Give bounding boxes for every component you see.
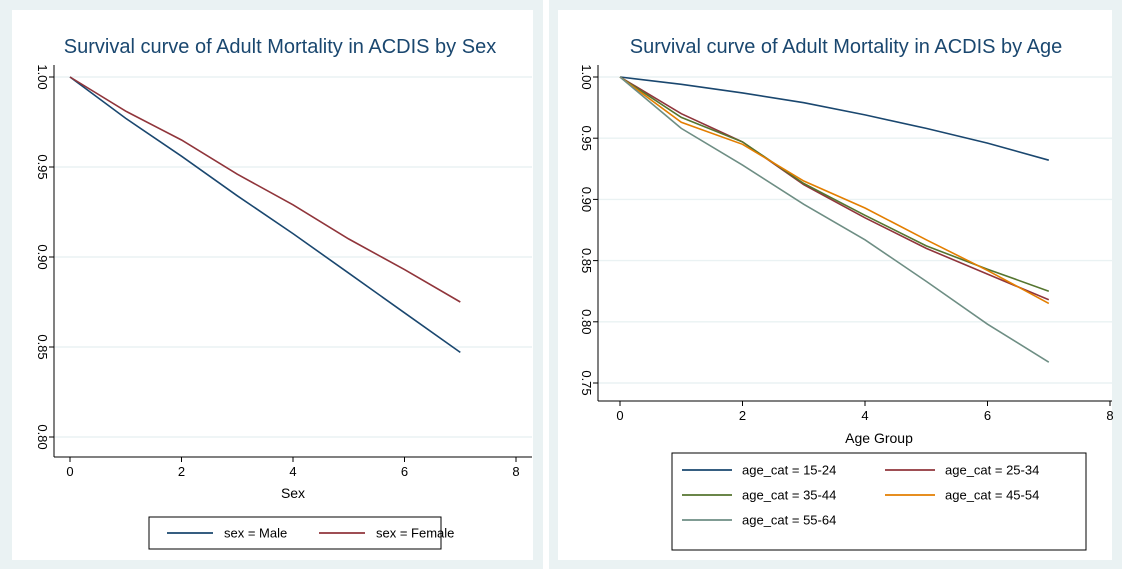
legend-box: [671, 452, 1087, 551]
series-line: [69, 76, 461, 354]
chart-title: Survival curve of Adult Mortality in ACD…: [630, 36, 1062, 58]
y-tick-label: 0.90: [35, 244, 50, 269]
legend-label: sex = Male: [224, 526, 287, 541]
y-tick-label: 0.85: [579, 248, 594, 273]
x-tick-label: 2: [739, 408, 746, 423]
x-tick-label: 8: [1106, 408, 1113, 423]
x-tick-label: 4: [289, 464, 296, 479]
x-axis-label: Sex: [281, 485, 305, 501]
chart-panel-sex: Survival curve of Adult Mortality in ACD…: [0, 0, 548, 569]
x-tick-label: 6: [984, 408, 991, 423]
series-line: [619, 76, 1050, 161]
legend-label: age_cat = 35-44: [742, 488, 836, 503]
series-line: [619, 76, 1050, 363]
x-tick-label: 4: [861, 408, 868, 423]
y-tick-label: 1.00: [35, 64, 50, 89]
y-tick-label: 0.80: [579, 309, 594, 334]
legend-label: sex = Female: [376, 526, 454, 541]
legend-label: age_cat = 25-34: [945, 463, 1039, 478]
panel-divider: [543, 0, 549, 569]
legend-label: age_cat = 45-54: [945, 488, 1039, 503]
legend-label: age_cat = 55-64: [742, 513, 836, 528]
x-tick-label: 6: [401, 464, 408, 479]
age-survival-chart: Survival curve of Adult Mortality in ACD…: [558, 10, 1114, 560]
x-tick-label: 0: [616, 408, 623, 423]
legend-label: age_cat = 15-24: [742, 463, 836, 478]
plot-background: [12, 10, 533, 560]
sex-survival-chart: Survival curve of Adult Mortality in ACD…: [12, 10, 533, 560]
x-axis-label: Age Group: [845, 430, 913, 446]
y-tick-label: 0.75: [579, 370, 594, 395]
series-line: [619, 76, 1050, 301]
y-tick-label: 0.80: [35, 424, 50, 449]
chart-panel-age: Survival curve of Adult Mortality in ACD…: [548, 0, 1122, 569]
y-tick-label: 0.90: [579, 187, 594, 212]
y-tick-label: 0.85: [35, 334, 50, 359]
y-tick-label: 0.95: [579, 126, 594, 151]
x-tick-label: 0: [66, 464, 73, 479]
series-line: [69, 76, 461, 303]
x-tick-label: 2: [178, 464, 185, 479]
x-tick-label: 8: [512, 464, 519, 479]
y-tick-label: 0.95: [35, 154, 50, 179]
chart-title: Survival curve of Adult Mortality in ACD…: [64, 36, 496, 58]
y-tick-label: 1.00: [579, 64, 594, 89]
series-line: [619, 76, 1050, 305]
